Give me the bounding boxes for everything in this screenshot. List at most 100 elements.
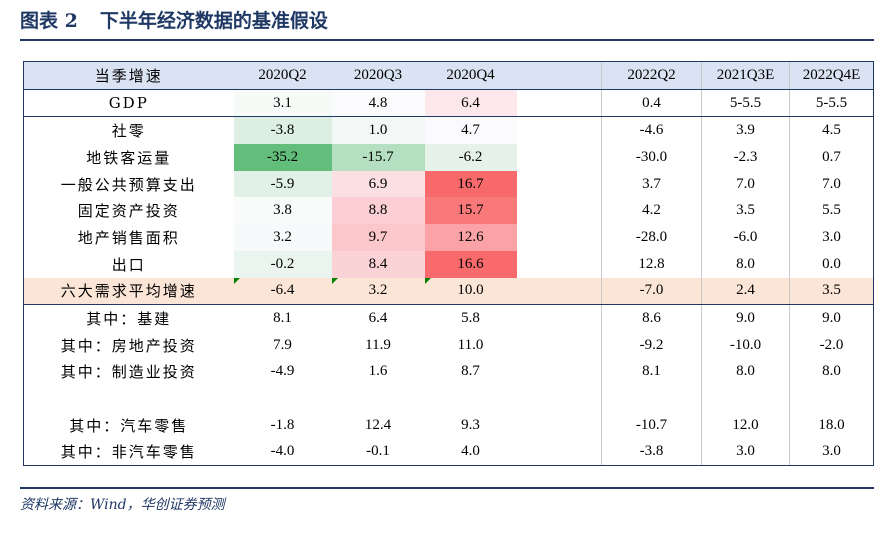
- table-cell: 9.0: [789, 304, 874, 332]
- figure-caption: 下半年经济数据的基准假设: [99, 10, 328, 32]
- table-cell: -15.7: [331, 144, 425, 171]
- table-cell: -6.0: [701, 224, 790, 251]
- table-cell: 8.7: [424, 358, 517, 386]
- table-cell: 7.0: [701, 170, 790, 198]
- table-cell: 10.0: [424, 277, 517, 306]
- table-row: 社零 -3.8 1.0 4.7 -4.6 3.9 4.5: [23, 116, 874, 145]
- header-cell: 2022Q4E: [789, 61, 874, 90]
- table-cell: [516, 277, 602, 306]
- table-cell: 8.6: [601, 304, 702, 332]
- top-rule: [20, 39, 874, 41]
- table-cell: [516, 224, 602, 251]
- table-cell: 6.4: [424, 89, 517, 118]
- table-row: 其中：房地产投资 7.9 11.9 11.0 -9.2 -10.0 -2.0: [23, 331, 874, 359]
- table-cell: -10.7: [601, 411, 702, 439]
- table-cell: 3.7: [601, 170, 702, 198]
- table-cell: [701, 385, 790, 412]
- table-cell: 8.0: [701, 250, 790, 278]
- source-note: 资料来源：Wind，华创证券预测: [20, 497, 225, 513]
- table-cell: 1.0: [331, 116, 425, 145]
- table-cell: 9.7: [331, 224, 425, 251]
- row-label: 地产销售面积: [23, 224, 234, 251]
- table-cell: [789, 385, 874, 412]
- table-cell: 16.6: [424, 250, 517, 278]
- table-cell: 6.9: [331, 170, 425, 198]
- header-label: 当季增速: [23, 61, 234, 90]
- table-row: 出口 -0.2 8.4 16.6 12.8 8.0 0.0: [23, 250, 874, 278]
- table-cell: 12.8: [601, 250, 702, 278]
- table-cell: [516, 385, 602, 412]
- header-cell: 2020Q4: [424, 61, 517, 90]
- header-cell: 2021Q3E: [701, 61, 790, 90]
- table-cell: 9.0: [701, 304, 790, 332]
- table-cell: [516, 197, 602, 225]
- table-cell: -30.0: [601, 144, 702, 171]
- header-cell: 2022Q2: [601, 61, 702, 90]
- table-cell: -3.8: [601, 438, 702, 467]
- table-cell: 8.1: [233, 304, 332, 332]
- row-label: 固定资产投资: [23, 197, 234, 225]
- table-cell: 5-5.5: [701, 89, 790, 118]
- table-cell: 2.4: [701, 277, 790, 306]
- data-table: 当季增速 2020Q2 2020Q3 2020Q4 2022Q2 2021Q3E 2022Q…: [23, 61, 874, 467]
- row-label: 地铁客运量: [23, 144, 234, 171]
- table-cell: -4.6: [601, 116, 702, 145]
- table-row: 六大需求平均增速 -6.4 3.2 10.0 -7.0 2.4 3.5: [23, 277, 874, 306]
- table-cell: [424, 385, 517, 412]
- table-cell: -9.2: [601, 331, 702, 359]
- table-row: 其中：制造业投资 -4.9 1.6 8.7 8.1 8.0 8.0: [23, 358, 874, 386]
- table-cell: 12.6: [424, 224, 517, 251]
- table-cell: 8.4: [331, 250, 425, 278]
- table-cell: [516, 331, 602, 359]
- row-label: [23, 385, 234, 412]
- table-row: GDP 3.1 4.8 6.4 0.4 5-5.5 5-5.5: [23, 89, 874, 118]
- table-cell: -0.2: [233, 250, 332, 278]
- table-cell: 15.7: [424, 197, 517, 225]
- table-cell: 3.5: [701, 197, 790, 225]
- table-cell: 3.5: [789, 277, 874, 306]
- table-cell: 4.8: [331, 89, 425, 118]
- row-label: 社零: [23, 116, 234, 145]
- table-cell: 0.0: [789, 250, 874, 278]
- table-cell: 8.8: [331, 197, 425, 225]
- table-cell: 11.9: [331, 331, 425, 359]
- table-cell: 3.0: [789, 224, 874, 251]
- table-cell: -2.3: [701, 144, 790, 171]
- row-label: 出口: [23, 250, 234, 278]
- table-cell: [516, 89, 602, 118]
- row-label: 其中：制造业投资: [23, 358, 234, 386]
- table-cell: [516, 170, 602, 198]
- table-cell: 5-5.5: [789, 89, 874, 118]
- table-cell: [516, 304, 602, 332]
- figure-title: 图表 2 下半年经济数据的基准假设: [20, 8, 328, 34]
- table-cell: -7.0: [601, 277, 702, 306]
- table-cell: 0.7: [789, 144, 874, 171]
- table-cell: 4.0: [424, 438, 517, 467]
- table-cell: [516, 438, 602, 467]
- table-cell: 4.7: [424, 116, 517, 145]
- table-cell: -4.9: [233, 358, 332, 386]
- table-cell: -2.0: [789, 331, 874, 359]
- table-cell: 3.9: [701, 116, 790, 145]
- table-cell: 5.8: [424, 304, 517, 332]
- table-row: 地产销售面积 3.2 9.7 12.6 -28.0 -6.0 3.0: [23, 224, 874, 251]
- header-cell: 2020Q3: [331, 61, 425, 90]
- table-cell: 8.1: [601, 358, 702, 386]
- table-cell: -10.0: [701, 331, 790, 359]
- row-label: 其中：汽车零售: [23, 411, 234, 439]
- table-cell: 5.5: [789, 197, 874, 225]
- table-cell: [331, 385, 425, 412]
- table-row: 一般公共预算支出 -5.9 6.9 16.7 3.7 7.0 7.0: [23, 170, 874, 198]
- table-row: 其中：基建 8.1 6.4 5.8 8.6 9.0 9.0: [23, 304, 874, 332]
- table-cell: 3.0: [789, 438, 874, 467]
- table-cell: 8.0: [789, 358, 874, 386]
- bottom-rule: [20, 487, 874, 489]
- table-cell: 0.4: [601, 89, 702, 118]
- row-label: 其中：房地产投资: [23, 331, 234, 359]
- header-cell: 2020Q2: [233, 61, 332, 90]
- table-cell: 11.0: [424, 331, 517, 359]
- table-cell: [516, 411, 602, 439]
- table-cell: 3.2: [331, 277, 425, 306]
- table-cell: 18.0: [789, 411, 874, 439]
- header-cell: [516, 61, 602, 90]
